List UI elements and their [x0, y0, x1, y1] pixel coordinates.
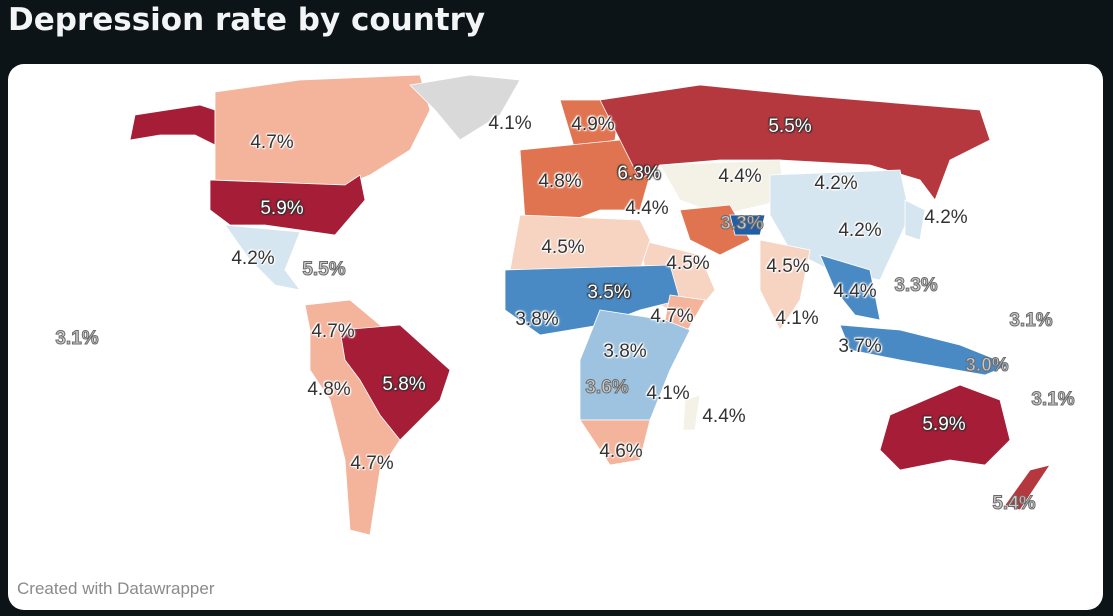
region-alaska [129, 104, 216, 146]
value-label: 4.4% [718, 166, 762, 187]
region-greenland [409, 74, 521, 141]
value-label: 3.8% [515, 309, 559, 330]
value-label: 4.5% [666, 253, 710, 274]
value-label: 5.5% [302, 259, 346, 281]
region-brazil [339, 324, 451, 441]
value-label: 3.7% [838, 336, 882, 357]
value-label: 4.2% [924, 207, 968, 228]
region-usa [209, 174, 366, 236]
value-label: 4.1% [488, 113, 532, 134]
value-label: 5.4% [992, 493, 1036, 515]
region-southern-africa [579, 419, 651, 466]
value-label: 4.7% [250, 132, 294, 153]
value-label: 6.3% [617, 163, 661, 184]
value-label: 4.2% [838, 220, 882, 241]
value-label: 3.1% [1009, 310, 1053, 332]
value-label: 4.1% [775, 308, 819, 329]
region-japan-korea [904, 199, 926, 241]
value-label: 4.1% [646, 383, 690, 404]
value-label: 4.5% [766, 256, 810, 277]
value-label: 3.0% [965, 355, 1009, 377]
value-label: 3.6% [585, 377, 629, 399]
chart-title: Depression rate by country [8, 2, 486, 38]
value-label: 5.9% [922, 414, 966, 435]
value-label: 5.9% [260, 198, 304, 219]
region-afghanistan [729, 214, 766, 236]
value-label: 4.2% [814, 173, 858, 194]
value-label: 4.5% [541, 237, 585, 258]
value-label: 4.8% [538, 171, 582, 192]
value-label: 4.8% [307, 379, 351, 400]
region-indonesia [839, 324, 1012, 376]
value-label: 4.4% [833, 281, 877, 302]
region-new-zealand [1004, 464, 1051, 511]
region-central-africa [579, 309, 691, 421]
value-label: 4.4% [625, 198, 669, 219]
region-canada [214, 74, 431, 186]
world-map [129, 74, 1051, 536]
credit-text: Created with Datawrapper [17, 579, 215, 598]
region-australia [879, 384, 1011, 471]
map-card: 4.7% 5.9% 4.2% 5.5% 3.1% 4.7% 5.8% 4.8% 4.7% 4.1%… [8, 64, 1103, 610]
value-label: 4.7% [311, 321, 355, 342]
value-label: 3.3% [720, 213, 764, 235]
value-label: 4.9% [571, 114, 615, 135]
region-india [759, 239, 811, 331]
region-central-asia [659, 159, 786, 216]
value-label: 4.7% [350, 453, 394, 474]
value-label: 3.1% [1031, 389, 1075, 411]
value-label: 3.5% [587, 282, 631, 303]
value-label: 4.7% [650, 306, 694, 327]
value-label: 3.1% [55, 328, 99, 350]
region-southeast-asia [819, 254, 881, 321]
value-label: 3.8% [603, 341, 647, 362]
value-label: 5.8% [382, 374, 426, 395]
value-label: 4.4% [702, 406, 746, 427]
value-label: 4.6% [599, 441, 643, 462]
value-label: 5.5% [768, 116, 812, 137]
value-label: 4.2% [231, 248, 275, 269]
region-madagascar [682, 394, 701, 431]
region-north-africa [509, 214, 651, 271]
region-central-america [224, 224, 301, 291]
value-label: 3.3% [894, 275, 938, 297]
